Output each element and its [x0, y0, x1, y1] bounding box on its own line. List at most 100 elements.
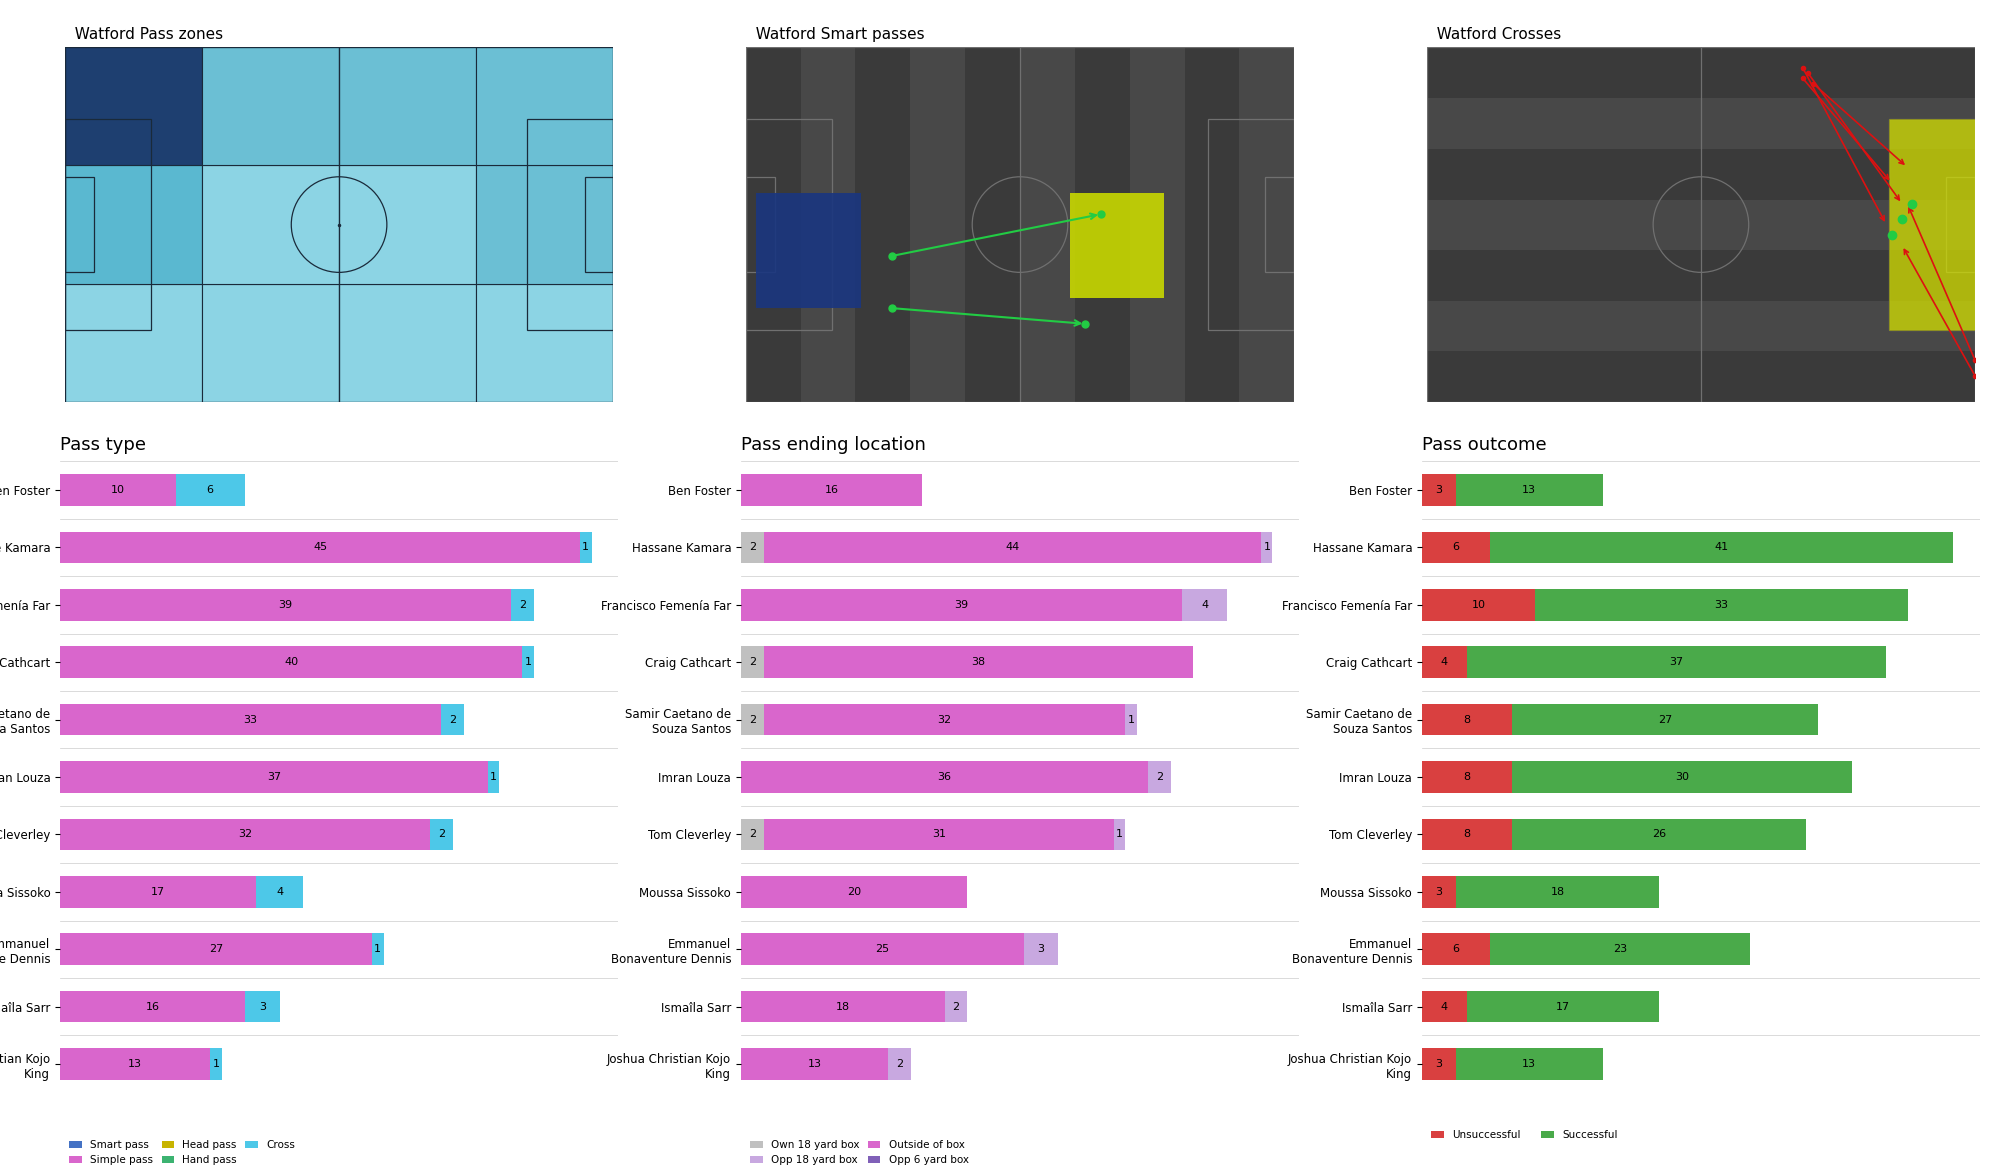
Text: 4: 4 — [1202, 600, 1208, 610]
Bar — [764, 646, 1194, 678]
Text: Pass type: Pass type — [60, 436, 146, 455]
Bar — [340, 283, 476, 402]
Text: Pass ending location: Pass ending location — [740, 436, 926, 455]
Text: 37: 37 — [266, 772, 280, 783]
Text: 30: 30 — [1674, 772, 1688, 783]
Text: 1: 1 — [1116, 830, 1124, 839]
Text: 38: 38 — [972, 657, 986, 667]
Text: 1: 1 — [582, 543, 590, 552]
Text: 13: 13 — [808, 1059, 822, 1069]
Bar — [740, 819, 764, 851]
Bar — [202, 47, 340, 166]
Text: 2: 2 — [1156, 772, 1162, 783]
Bar — [488, 761, 500, 793]
Text: 3: 3 — [1436, 485, 1442, 495]
Text: 2: 2 — [438, 830, 444, 839]
Bar — [740, 475, 922, 506]
Bar — [740, 646, 764, 678]
Bar — [740, 991, 944, 1022]
Bar — [1422, 819, 1512, 851]
Bar — [1456, 475, 1602, 506]
Bar — [528, 120, 614, 330]
Bar — [510, 589, 534, 620]
Text: 8: 8 — [1464, 714, 1470, 725]
Bar — [584, 176, 614, 273]
Bar — [1422, 646, 1468, 678]
Bar — [746, 47, 800, 402]
Text: 2: 2 — [748, 657, 756, 667]
Text: 32: 32 — [938, 714, 952, 725]
Bar — [64, 176, 94, 273]
Text: 23: 23 — [1612, 945, 1626, 954]
Bar — [476, 283, 614, 402]
Bar — [1468, 991, 1660, 1022]
Bar — [1422, 589, 1534, 620]
Text: 45: 45 — [312, 543, 328, 552]
Bar — [1422, 704, 1512, 736]
Bar — [764, 531, 1262, 563]
Bar — [60, 704, 442, 736]
Bar — [202, 283, 340, 402]
Text: 2: 2 — [952, 1001, 960, 1012]
Bar — [1534, 589, 1908, 620]
Text: 27: 27 — [208, 945, 224, 954]
Text: 8: 8 — [1464, 830, 1470, 839]
Legend: Unsuccessful, Successful: Unsuccessful, Successful — [1428, 1126, 1622, 1144]
Bar — [522, 646, 534, 678]
Bar — [910, 47, 966, 402]
Text: 1: 1 — [1128, 714, 1134, 725]
Text: 13: 13 — [1522, 485, 1536, 495]
Bar — [1182, 589, 1228, 620]
Bar — [60, 761, 488, 793]
Bar — [60, 819, 430, 851]
Bar — [1888, 120, 1976, 330]
Bar — [476, 47, 614, 166]
Text: 10: 10 — [1472, 600, 1486, 610]
Bar — [740, 761, 1148, 793]
Text: 3: 3 — [1436, 1059, 1442, 1069]
Bar — [202, 166, 340, 283]
Bar — [60, 589, 510, 620]
Bar — [1422, 531, 1490, 563]
Text: Pass outcome: Pass outcome — [1422, 436, 1546, 455]
Text: 17: 17 — [1556, 1001, 1570, 1012]
Text: 20: 20 — [846, 887, 862, 897]
Text: 36: 36 — [938, 772, 952, 783]
Bar — [1240, 47, 1294, 402]
Text: 13: 13 — [128, 1059, 142, 1069]
Text: 33: 33 — [1714, 600, 1728, 610]
Bar — [1266, 176, 1294, 273]
Text: 17: 17 — [152, 887, 166, 897]
Bar — [64, 166, 202, 283]
Text: 1: 1 — [374, 945, 382, 954]
Bar — [1426, 99, 1976, 149]
Text: 4: 4 — [276, 887, 284, 897]
Text: 2: 2 — [518, 600, 526, 610]
Text: 1: 1 — [490, 772, 496, 783]
Bar — [1422, 761, 1512, 793]
Text: 13: 13 — [1522, 1059, 1536, 1069]
Bar — [1074, 47, 1130, 402]
Text: 3: 3 — [1436, 887, 1442, 897]
Bar — [1422, 933, 1490, 965]
Bar — [476, 166, 614, 283]
Bar — [64, 120, 152, 330]
Bar — [1426, 149, 1976, 200]
Bar — [1148, 761, 1170, 793]
Bar — [256, 877, 302, 907]
Text: 2: 2 — [450, 714, 456, 725]
Bar — [1422, 475, 1456, 506]
Bar — [1490, 933, 1750, 965]
Text: 32: 32 — [238, 830, 252, 839]
Text: 2: 2 — [748, 714, 756, 725]
Bar — [1888, 120, 1976, 330]
Bar — [1946, 176, 1976, 273]
Text: Watford Crosses: Watford Crosses — [1426, 27, 1560, 41]
Text: 27: 27 — [1658, 714, 1672, 725]
Text: 4: 4 — [1440, 657, 1448, 667]
Bar — [1422, 877, 1456, 907]
Bar — [740, 1048, 888, 1080]
Bar — [1426, 200, 1976, 250]
Bar — [1512, 819, 1806, 851]
Text: 4: 4 — [1440, 1001, 1448, 1012]
